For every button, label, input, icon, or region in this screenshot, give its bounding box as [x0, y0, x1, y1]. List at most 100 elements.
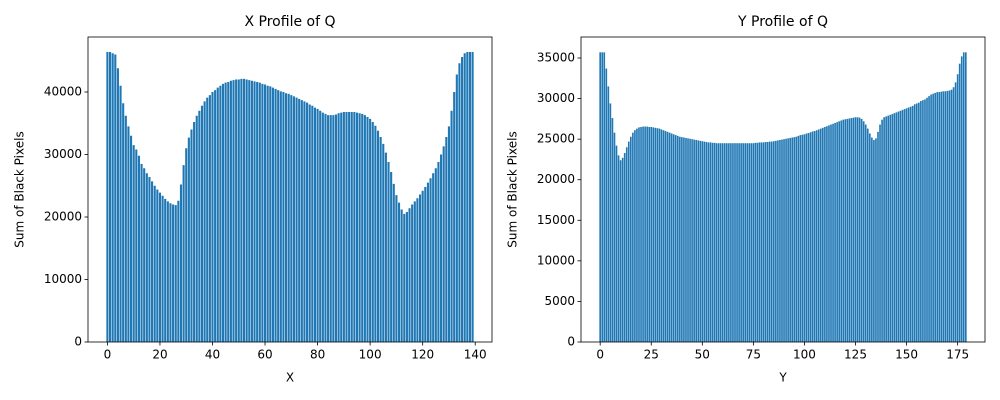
- bar: [242, 78, 246, 342]
- bar: [717, 143, 720, 342]
- bar: [936, 92, 939, 342]
- bar: [615, 145, 618, 342]
- bar: [640, 126, 642, 342]
- bar: [424, 187, 427, 342]
- bar: [899, 110, 902, 342]
- bar: [219, 85, 222, 342]
- y-tick-label: 30000: [44, 147, 82, 161]
- bar: [713, 142, 716, 342]
- bar: [158, 192, 162, 342]
- bar: [250, 80, 253, 342]
- bar: [858, 117, 861, 343]
- bar: [634, 130, 636, 342]
- bar: [730, 143, 732, 342]
- bar: [376, 130, 380, 342]
- bar: [670, 133, 673, 342]
- bar: [440, 154, 443, 342]
- bar: [466, 52, 469, 342]
- bar: [862, 121, 865, 342]
- bar: [842, 119, 845, 342]
- bar: [723, 143, 726, 342]
- bar: [846, 118, 849, 342]
- bar: [856, 117, 859, 342]
- bar: [785, 138, 787, 342]
- bar: [920, 101, 922, 342]
- bar: [732, 143, 734, 342]
- bar: [926, 97, 928, 342]
- bar: [619, 160, 622, 342]
- bar: [295, 97, 298, 342]
- bar: [705, 141, 708, 342]
- bar: [200, 105, 204, 342]
- bar: [135, 149, 138, 342]
- bar: [411, 204, 414, 342]
- bar: [901, 109, 904, 342]
- bar: [334, 114, 338, 342]
- bar: [271, 87, 274, 342]
- bar: [206, 97, 209, 342]
- bar: [229, 80, 232, 342]
- bar: [621, 157, 624, 342]
- bar: [169, 203, 172, 342]
- bar: [822, 127, 824, 342]
- x-axis-label: X: [286, 371, 294, 385]
- bar: [324, 113, 327, 342]
- bar: [421, 190, 424, 342]
- bar: [885, 116, 887, 342]
- bar: [756, 142, 759, 342]
- bar: [809, 132, 812, 342]
- x-tick-label: 60: [257, 348, 272, 362]
- bar: [946, 90, 949, 342]
- bar: [948, 90, 951, 342]
- bar: [321, 112, 324, 342]
- y-tick-label: 20000: [44, 210, 82, 224]
- bar: [656, 128, 659, 342]
- x-tick-label: 0: [596, 348, 604, 362]
- bar: [660, 129, 663, 342]
- bar: [676, 135, 679, 342]
- bar: [442, 146, 445, 342]
- bar: [638, 127, 640, 343]
- bar: [860, 118, 863, 342]
- bar: [840, 120, 843, 342]
- bar: [316, 108, 319, 342]
- bar: [392, 183, 395, 342]
- bar: [156, 189, 159, 342]
- bar: [834, 122, 836, 342]
- bar: [599, 52, 601, 342]
- bar: [395, 195, 398, 342]
- bar: [432, 173, 435, 342]
- x-tick-label: 150: [895, 348, 918, 362]
- x-tick-label: 140: [464, 348, 487, 362]
- bar: [400, 209, 403, 342]
- bar: [777, 140, 779, 342]
- bar: [290, 95, 293, 342]
- bar: [172, 204, 175, 342]
- bar: [852, 117, 855, 343]
- bar: [787, 138, 789, 342]
- bar: [854, 117, 857, 342]
- bar: [932, 93, 934, 342]
- y-tick-label: 30000: [537, 91, 575, 105]
- bar: [738, 143, 740, 342]
- bar: [161, 195, 164, 342]
- bar: [679, 136, 681, 342]
- bar: [897, 111, 900, 342]
- bar: [783, 139, 785, 342]
- bar: [387, 162, 390, 342]
- bar: [877, 131, 879, 342]
- bar: [601, 52, 604, 342]
- bar: [119, 85, 122, 342]
- x-tick-label: 20: [152, 348, 167, 362]
- bar: [642, 126, 644, 342]
- bar: [337, 113, 340, 342]
- bar: [327, 115, 330, 342]
- bar: [630, 136, 632, 342]
- x-tick-label: 175: [946, 348, 969, 362]
- bar: [879, 124, 881, 342]
- x-tick-label: 75: [746, 348, 761, 362]
- bar: [179, 184, 183, 342]
- bar: [390, 172, 393, 342]
- x-axis-label: Y: [778, 371, 787, 385]
